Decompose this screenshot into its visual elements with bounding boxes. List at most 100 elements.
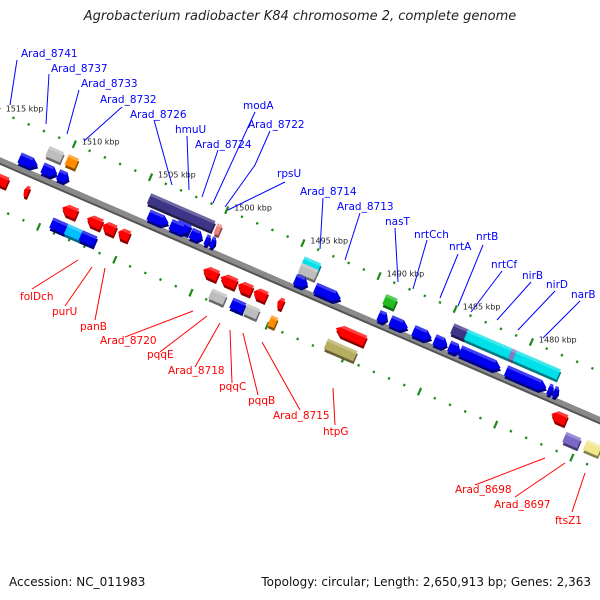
gene-name[interactable]: nrtCf [491,259,517,271]
gene-label-nasT: nasT [385,216,411,283]
gene-name[interactable]: Arad_8724 [195,139,252,151]
gene-name[interactable]: nasT [385,216,411,228]
scale-label: 1490 kbp [387,269,425,278]
scale-label: 1495 kbp [310,237,348,246]
gene-feature [118,228,132,242]
gene-highlight [467,329,513,352]
gene-highlight [270,315,279,321]
major-tick [416,387,423,396]
major-tick [147,173,154,182]
gene-name[interactable]: Arad_8720 [100,335,157,347]
minor-tick [408,287,412,291]
leader-line [194,322,221,368]
gene-name[interactable]: Arad_8722 [248,119,305,131]
gene-highlight [20,152,34,161]
gene-label-Arad_8741: Arad_8741 [9,48,78,106]
gene-name[interactable]: Arad_8715 [273,410,330,422]
minor-tick [280,330,284,334]
gene-name[interactable]: Arad_8713 [337,201,394,213]
gene-name[interactable]: hmuU [175,124,206,136]
scale-label: 1510 kbp [82,138,120,147]
accession-text: Accession: NC_011983 [9,575,146,589]
leader-line [394,227,399,283]
gene-name[interactable]: pqqB [248,395,275,407]
gene-name[interactable]: panB [80,321,107,333]
gene-highlight [48,146,65,156]
minor-tick [204,297,208,301]
gene-feature [23,185,31,198]
gene-feature [551,411,569,426]
gene-feature [503,365,547,391]
gene-highlight [206,234,211,239]
gene-highlight [149,209,165,219]
minor-tick [128,264,132,268]
genome-summary: Topology: circular; Length: 2,650,913 bp… [261,575,591,589]
minor-tick [143,271,147,275]
gene-highlight [453,323,469,333]
gene-name[interactable]: nrtA [449,241,472,253]
minor-tick [514,333,518,337]
gene-name[interactable]: Arad_8726 [130,109,187,121]
major-tick [112,255,118,264]
gene-name[interactable]: nrtB [476,231,498,243]
minor-tick [164,182,168,186]
minor-tick [555,449,559,453]
gene-name[interactable]: Arad_8732 [100,94,157,106]
gene-name[interactable]: rpsU [277,168,301,180]
leader-line [159,315,208,353]
minor-tick [539,442,543,446]
gene-label-Arad_8713: Arad_8713 [337,201,394,261]
gene-name[interactable]: Arad_8733 [81,78,138,90]
minor-tick [438,300,442,305]
minor-tick [210,202,213,206]
gene-highlight [385,294,398,302]
scale-label: 1505 kbp [158,171,196,180]
gene-highlight [221,272,239,282]
gene-highlight [554,385,559,390]
gene-name[interactable]: htpG [323,426,349,438]
minor-tick [103,155,107,159]
gene-name[interactable]: Arad_8698 [455,484,512,496]
minor-tick [286,235,290,239]
gene-feature [168,218,189,235]
leader-line [186,135,190,191]
leader-line [83,106,123,142]
gene-name[interactable]: nirD [546,279,568,291]
gene-name[interactable]: Arad_8737 [51,63,108,75]
gene-name[interactable]: narB [571,289,596,301]
leader-line [229,329,233,384]
gene-highlight [565,431,582,442]
gene-name[interactable]: Arad_8741 [21,48,78,60]
gene-highlight [379,310,387,316]
gene-label-purU: purU [52,266,93,318]
gene-feature [546,383,554,395]
gene-name[interactable]: purU [52,306,77,318]
major-tick [188,288,194,297]
gene-name[interactable]: Arad_8718 [168,365,225,377]
gene-name[interactable]: nrtCch [414,229,449,241]
gene-name[interactable]: Arad_8697 [494,499,551,511]
gene-name[interactable]: nirB [522,270,543,282]
major-tick [493,420,499,429]
gene-name[interactable]: folDch [20,291,54,303]
gene-name[interactable]: modA [243,100,274,112]
gene-name[interactable]: ftsZ1 [555,515,582,527]
minor-tick [484,320,488,324]
minor-tick [585,462,589,466]
major-tick [528,337,535,347]
gene-highlight [103,220,118,229]
minor-tick [6,212,10,216]
gene-highlight [0,171,10,181]
gene-features [0,146,600,460]
gene-name[interactable]: pqqC [219,381,246,393]
backbone-shadow [0,78,600,522]
gene-highlight [87,213,104,223]
gene-labels: Arad_8741 Arad_8737 Arad_8733 Arad_8732 Arad… [9,48,596,527]
leader-line [261,341,301,411]
major-tick [569,453,575,462]
leader-line [517,290,556,331]
gene-name[interactable]: pqqE [147,349,174,361]
gene-name[interactable]: Arad_8714 [300,186,357,198]
gene-label-modA: modA [212,100,274,204]
